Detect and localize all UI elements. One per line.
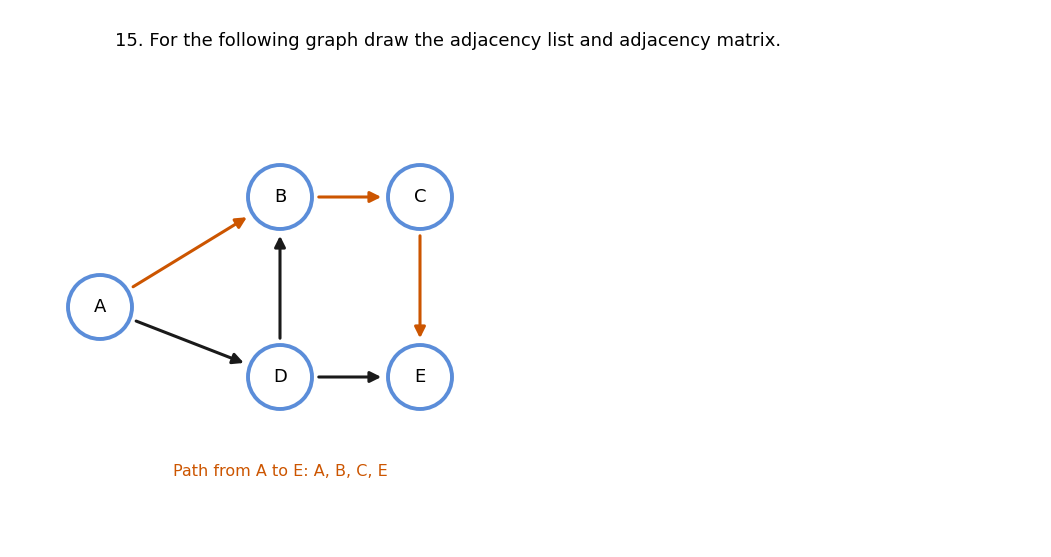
Text: A: A — [94, 298, 106, 316]
Text: D: D — [273, 368, 287, 386]
Circle shape — [248, 165, 312, 229]
Text: E: E — [414, 368, 426, 386]
Circle shape — [388, 345, 452, 409]
Text: B: B — [274, 188, 286, 206]
Circle shape — [248, 345, 312, 409]
Text: Path from A to E: A, B, C, E: Path from A to E: A, B, C, E — [172, 465, 388, 480]
Circle shape — [388, 165, 452, 229]
Text: C: C — [414, 188, 427, 206]
Circle shape — [68, 275, 132, 339]
Text: 15. For the following graph draw the adjacency list and adjacency matrix.: 15. For the following graph draw the adj… — [115, 32, 781, 50]
